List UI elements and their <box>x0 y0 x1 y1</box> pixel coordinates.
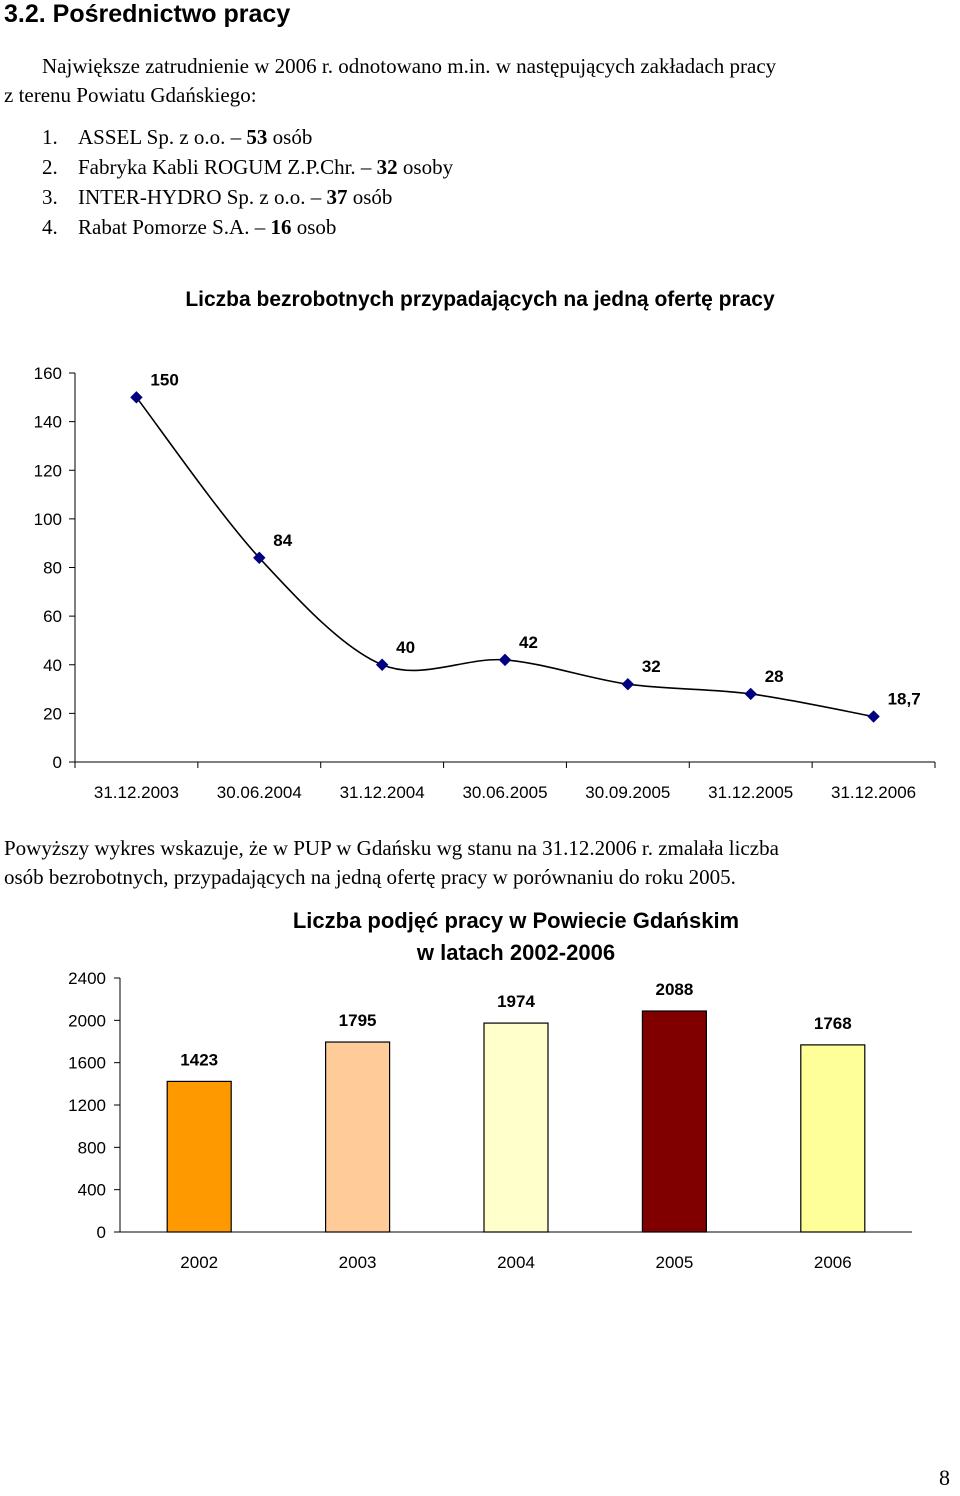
x-tick-label: 2006 <box>814 1253 852 1272</box>
data-label: 1768 <box>814 1014 852 1033</box>
bar <box>800 1044 866 1233</box>
data-label: 150 <box>150 370 178 389</box>
data-point <box>375 658 389 671</box>
y-tick-label: 1600 <box>68 1054 106 1073</box>
x-tick-label: 31.12.2006 <box>831 783 916 802</box>
series-markers <box>130 391 880 723</box>
bar <box>641 1010 708 1233</box>
y-tick-label: 2400 <box>68 969 106 988</box>
employer-list: 1. ASSEL Sp. z o.o. – 53 osób 2. Fabryka K… <box>42 122 453 242</box>
y-tick-label: 0 <box>53 753 62 772</box>
x-tick-label: 2003 <box>339 1253 377 1272</box>
y-tick-label: 800 <box>78 1138 106 1157</box>
y-tick-labels: 0 20 40 60 80 100 120 140 160 <box>34 364 62 772</box>
data-labels: 150 84 40 42 32 28 18,7 <box>150 370 920 708</box>
x-tick-label: 2005 <box>655 1253 693 1272</box>
data-label: 18,7 <box>888 690 921 709</box>
data-label: 40 <box>396 638 415 657</box>
chart-title: Liczba bezrobotnych przypadających na je… <box>185 288 775 311</box>
y-tick-label: 100 <box>34 510 62 529</box>
bars <box>166 1010 866 1233</box>
data-point <box>744 687 757 701</box>
data-label: 1795 <box>339 1011 377 1030</box>
data-label: 1974 <box>497 992 535 1011</box>
intro-line-2: z terenu Powiatu Gdańskiego: <box>4 83 257 107</box>
y-tick-label: 40 <box>43 656 62 675</box>
y-tick-label: 60 <box>43 607 62 626</box>
y-tick-label: 80 <box>43 559 62 578</box>
x-tick-label: 2002 <box>180 1253 218 1272</box>
unemployed-per-offer-chart: Liczba bezrobotnych przypadających na je… <box>34 288 936 802</box>
list-item: 2. Fabryka Kabli ROGUM Z.P.Chr. – 32 osob… <box>42 155 454 179</box>
data-label: 84 <box>273 531 292 550</box>
x-tick-label: 30.09.2005 <box>585 783 670 802</box>
data-point <box>253 551 266 564</box>
data-label: 1423 <box>180 1050 218 1069</box>
y-tick-label: 0 <box>97 1223 106 1242</box>
y-tick-label: 400 <box>78 1181 106 1200</box>
y-tick-label: 120 <box>34 461 62 480</box>
x-tick-labels: 31.12.2003 30.06.2004 31.12.2004 30.06.2005… <box>94 783 916 802</box>
chart-commentary: Powyższy wykres wskazuje, że w PUP w Gda… <box>4 834 959 892</box>
section-heading: 3.2. Pośrednictwo pracy <box>4 0 291 28</box>
x-tick-label: 30.06.2005 <box>462 783 547 802</box>
data-point <box>867 710 880 723</box>
list-item: 1. ASSEL Sp. z o.o. – 53 osób <box>42 125 313 149</box>
chart-axes <box>69 372 936 768</box>
intro-line-1: Największe zatrudnienie w 2006 r. odnoto… <box>42 54 777 78</box>
data-label: 32 <box>642 657 661 676</box>
y-tick-label: 160 <box>34 364 62 383</box>
data-label: 42 <box>519 633 538 652</box>
bar <box>166 1080 232 1233</box>
y-tick-label: 20 <box>43 704 62 723</box>
chart-title-line-2: w latach 2002-2006 <box>416 940 615 965</box>
data-point <box>130 391 143 404</box>
x-tick-label: 31.12.2003 <box>94 783 179 802</box>
x-tick-label: 31.12.2005 <box>708 783 793 802</box>
y-tick-labels: 0 400 800 1200 1600 2000 2400 <box>68 969 106 1242</box>
series-line <box>135 396 874 718</box>
x-tick-label: 30.06.2004 <box>217 783 302 802</box>
data-point <box>498 653 512 667</box>
data-labels: 1423 1795 1974 2088 1768 <box>180 980 851 1069</box>
commentary-line-1: Powyższy wykres wskazuje, że w PUP w Gda… <box>4 836 779 860</box>
y-tick-label: 1200 <box>68 1096 106 1115</box>
commentary-line-2: osób bezrobotnych, przypadających na jed… <box>4 865 736 889</box>
bar <box>325 1041 391 1233</box>
list-item: 3. INTER-HYDRO Sp. z o.o. – 37 osób <box>42 185 393 209</box>
data-label: 28 <box>765 667 784 686</box>
x-tick-label: 2004 <box>497 1253 535 1272</box>
y-tick-label: 2000 <box>68 1011 106 1030</box>
data-point <box>621 677 635 691</box>
bar <box>483 1022 549 1233</box>
data-label: 2088 <box>655 980 693 999</box>
x-tick-labels: 2002 2003 2004 2005 2006 <box>180 1253 851 1272</box>
list-item: 4. Rabat Pomorze S.A. – 16 osob <box>42 215 337 239</box>
x-tick-label: 31.12.2004 <box>340 783 425 802</box>
page-number: 8 <box>939 1465 950 1490</box>
chart-title-line-1: Liczba podjęć pracy w Powiecie Gdańskim <box>293 908 739 933</box>
intro-paragraph: Największe zatrudnienie w 2006 r. odnoto… <box>4 52 959 110</box>
y-tick-label: 140 <box>34 413 62 432</box>
job-placements-chart: Liczba podjęć pracy w Powiecie Gdańskim … <box>68 908 912 1272</box>
